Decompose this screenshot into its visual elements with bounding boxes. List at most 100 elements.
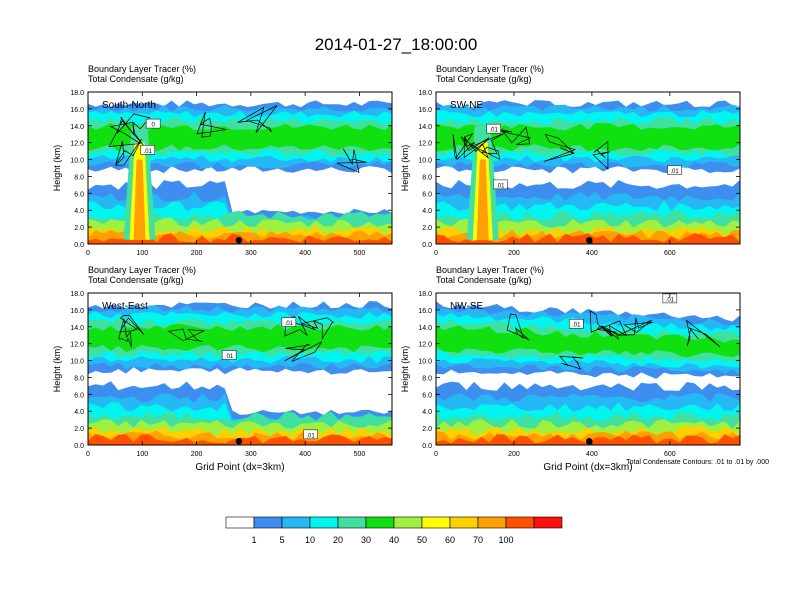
panel-direction-label: South-North xyxy=(102,100,156,111)
panel-title-line1: Boundary Layer Tracer (%) xyxy=(436,64,544,74)
y-tick-label: 10.0 xyxy=(70,359,84,366)
colorbar-label: 5 xyxy=(279,535,284,545)
y-tick-label: 4.0 xyxy=(422,208,432,215)
tracer-field xyxy=(88,92,392,244)
colorbar-swatch xyxy=(505,516,535,529)
contour-label: .01 xyxy=(144,149,153,155)
y-tick-label: 12.0 xyxy=(418,342,432,349)
colorbar-label: 30 xyxy=(361,535,371,545)
y-tick-label: 8.0 xyxy=(422,375,432,382)
y-tick-label: 18.0 xyxy=(70,90,84,97)
tracer-field xyxy=(88,293,392,445)
panel-title-line1: Boundary Layer Tracer (%) xyxy=(88,265,196,275)
cloud-band-layer xyxy=(88,323,392,353)
x-tick-label: 500 xyxy=(354,250,366,257)
contour-note: Total Condensate Contours: .01 to .01 by… xyxy=(626,459,769,466)
convective-plume xyxy=(133,159,146,240)
panel-title-line1: Boundary Layer Tracer (%) xyxy=(88,64,196,74)
colorbar-swatch xyxy=(449,516,479,529)
boundary-layer-band xyxy=(436,434,740,445)
location-marker xyxy=(585,237,593,244)
panel-title-line1: Boundary Layer Tracer (%) xyxy=(436,265,544,275)
panel-title-line2: Total Condensate (g/kg) xyxy=(88,275,184,285)
y-tick-label: 8.0 xyxy=(74,375,84,382)
y-tick-label: 2.0 xyxy=(422,426,432,433)
y-tick-label: 16.0 xyxy=(418,107,432,114)
plot-frame xyxy=(87,292,393,446)
colorbar-label: 1 xyxy=(251,535,256,545)
x-tick-label: 300 xyxy=(245,250,257,257)
x-tick-label: 0 xyxy=(86,250,90,257)
colorbar-swatch xyxy=(365,516,395,529)
y-tick-label: 10.0 xyxy=(418,359,432,366)
location-marker xyxy=(235,237,243,244)
y-tick-label: 2.0 xyxy=(74,426,84,433)
colorbar-label: 10 xyxy=(305,535,315,545)
y-tick-label: 12.0 xyxy=(70,342,84,349)
panel-direction-label: NW-SE xyxy=(450,301,483,312)
x-tick-label: 600 xyxy=(664,451,676,458)
y-tick-label: 14.0 xyxy=(70,124,84,131)
y-tick-label: 4.0 xyxy=(422,409,432,416)
x-tick-label: 0 xyxy=(434,451,438,458)
contour-label-box xyxy=(145,118,161,129)
x-axis-label: Grid Point (dx=3km) xyxy=(195,462,284,473)
contour-label-box xyxy=(569,318,584,329)
panel-direction-label: West-East xyxy=(102,301,148,312)
x-tick-label: 200 xyxy=(508,250,520,257)
x-tick-label: 400 xyxy=(299,250,311,257)
colorbar-swatch xyxy=(393,516,423,529)
colorbar-swatch xyxy=(309,516,339,529)
x-tick-label: 400 xyxy=(586,250,598,257)
y-tick-label: 14.0 xyxy=(418,325,432,332)
condensate-contour xyxy=(506,310,721,370)
x-tick-label: 200 xyxy=(191,250,203,257)
y-tick-label: 18.0 xyxy=(70,291,84,298)
tracer-field xyxy=(436,92,740,244)
x-tick-label: 600 xyxy=(664,250,676,257)
colorbar-label: 20 xyxy=(333,535,343,545)
y-axis-label: Height (km) xyxy=(52,145,62,192)
x-tick-label: 0 xyxy=(434,250,438,257)
colorbar-swatch xyxy=(253,516,283,529)
y-tick-label: 2.0 xyxy=(74,225,84,232)
y-tick-label: 6.0 xyxy=(74,392,84,399)
y-axis-label: Height (km) xyxy=(400,346,410,393)
contour-label: .01 xyxy=(666,297,675,303)
colorbar-swatch xyxy=(533,516,563,529)
plot-frame xyxy=(435,292,741,446)
colorbar-label: 100 xyxy=(498,535,513,545)
cloud-band-layer xyxy=(88,123,392,152)
y-tick-label: 8.0 xyxy=(422,174,432,181)
x-tick-label: 200 xyxy=(508,451,520,458)
panels: 0.010.02.04.06.08.010.012.014.016.018.00… xyxy=(52,64,741,473)
contour-label: 0 xyxy=(151,123,155,129)
colorbar-label: 60 xyxy=(445,535,455,545)
colorbar-swatch xyxy=(337,516,367,529)
colorbar-label: 40 xyxy=(389,535,399,545)
y-tick-label: 4.0 xyxy=(74,208,84,215)
contour-label: .01 xyxy=(490,128,499,134)
condensate-contour xyxy=(452,126,611,170)
y-axis-label: Height (km) xyxy=(52,346,62,393)
colorbar-label: 50 xyxy=(417,535,427,545)
y-tick-label: 4.0 xyxy=(74,409,84,416)
y-tick-label: 8.0 xyxy=(74,174,84,181)
contour-label-box xyxy=(303,429,318,440)
panel-south-north: 0 .01 0.0 2.0 4.0 6.0 8.0 10.0 12.0 14.0 16.0 18.0 0… xyxy=(52,64,393,257)
x-tick-label: 400 xyxy=(586,451,598,458)
colorbar: 1 5 10 20 30 40 50 60 70 100 xyxy=(225,516,563,545)
y-tick-label: 6.0 xyxy=(422,392,432,399)
panel-title-line2: Total Condensate (g/kg) xyxy=(436,275,532,285)
y-tick-label: 12.0 xyxy=(70,141,84,148)
panel-title-line2: Total Condensate (g/kg) xyxy=(436,74,532,84)
cloud-band-layer xyxy=(436,122,740,152)
x-tick-label: 200 xyxy=(191,451,203,458)
x-tick-label: 400 xyxy=(299,451,311,458)
location-marker xyxy=(585,438,593,445)
y-tick-label: 0.0 xyxy=(74,242,84,249)
colorbar-label: 70 xyxy=(473,535,483,545)
tracer-field xyxy=(436,293,740,445)
contour-label-box xyxy=(493,179,508,190)
condensate-contour xyxy=(118,314,335,362)
